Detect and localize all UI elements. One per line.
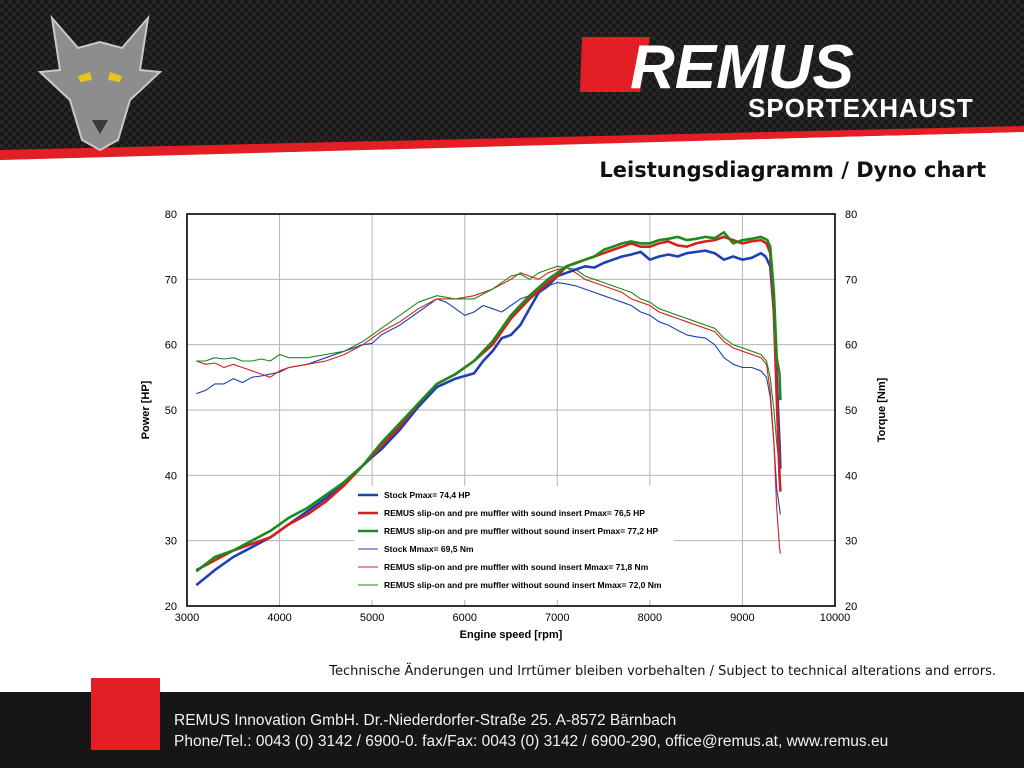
red-stripe: [0, 126, 1024, 160]
x-tick-label: 6000: [452, 612, 476, 624]
x-axis-label: Engine speed [rpm]: [460, 629, 563, 641]
y-tick-label-right: 70: [845, 274, 857, 286]
y-tick-label-right: 80: [845, 209, 857, 221]
footer-address: REMUS Innovation GmbH. Dr.-Niederdorfer-…: [174, 712, 677, 729]
header-banner: REMUS SPORTEXHAUST: [0, 0, 1024, 165]
y-tick-label-right: 40: [845, 470, 857, 482]
y-tick-label-right: 20: [845, 601, 857, 613]
y-tick-label-left: 80: [165, 209, 177, 221]
series-line-3: [195, 231, 782, 573]
footer-contact: Phone/Tel.: 0043 (0) 3142 / 6900-0. fax/…: [174, 733, 889, 750]
y-tick-label-left: 40: [165, 470, 177, 482]
footer-bar: [0, 692, 1024, 768]
x-tick-label: 3000: [175, 612, 199, 624]
x-tick-label: 8000: [638, 612, 662, 624]
y-tick-label-left: 20: [165, 601, 177, 613]
page-title: Leistungsdiagramm / Dyno chart: [599, 158, 986, 182]
legend-label: REMUS slip-on and pre muffler with sound…: [384, 508, 645, 518]
legend-label: Stock Mmax= 69,5 Nm: [384, 544, 474, 554]
chart-series: [195, 231, 782, 587]
legend-label: REMUS slip-on and pre muffler with sound…: [384, 562, 649, 572]
legend-label: Stock Pmax= 74,4 HP: [384, 490, 471, 500]
plot-frame: [186, 213, 836, 607]
wolf-head-logo: [37, 14, 163, 152]
legend-label: REMUS slip-on and pre muffler without so…: [384, 580, 662, 590]
brand-tagline: SPORTEXHAUST: [748, 93, 974, 123]
brand-logo: REMUS: [630, 33, 854, 102]
x-tick-label: 4000: [267, 612, 291, 624]
y-tick-label-left: 60: [165, 340, 177, 352]
y-tick-label-right: 50: [845, 405, 857, 417]
series-line-4: [196, 282, 781, 515]
disclaimer-text: Technische Änderungen und Irrtümer bleib…: [329, 664, 996, 679]
y-tick-label-left: 70: [165, 274, 177, 286]
carbon-background: [0, 0, 1024, 165]
x-tick-label: 7000: [545, 612, 569, 624]
legend-label: REMUS slip-on and pre muffler without so…: [384, 526, 658, 536]
footer-red-block: [91, 678, 160, 750]
y-tick-label-left: 50: [165, 405, 177, 417]
y-tick-label-left: 30: [165, 536, 177, 548]
y-axis-label-right: Torque [Nm]: [876, 377, 888, 442]
x-tick-label: 10000: [820, 612, 851, 624]
brand-red-block: [580, 37, 650, 92]
y-tick-label-right: 60: [845, 340, 857, 352]
legend-background: [354, 486, 674, 600]
y-axis-label-left: Power [HP]: [140, 380, 152, 439]
series-line-6: [196, 265, 781, 473]
x-tick-label: 5000: [360, 612, 384, 624]
y-tick-label-right: 30: [845, 536, 857, 548]
x-tick-label: 9000: [730, 612, 754, 624]
chart-legend: Stock Pmax= 74,4 HP REMUS slip-on and pre…: [354, 486, 674, 600]
